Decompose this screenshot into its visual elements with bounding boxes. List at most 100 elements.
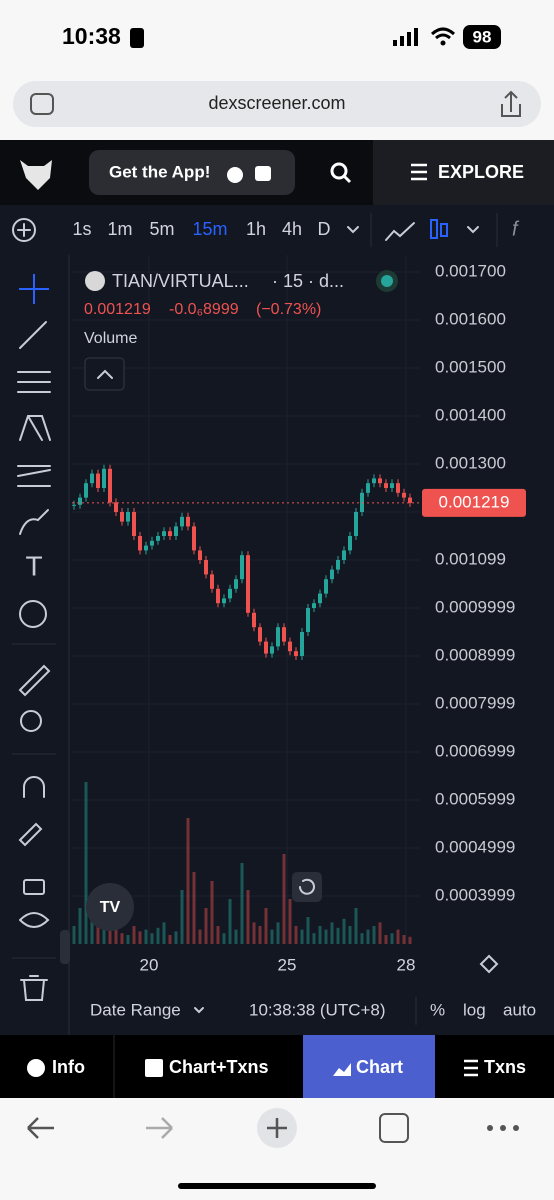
log-toggle[interactable]: log (463, 1000, 486, 1019)
volume-bar (354, 908, 358, 944)
lens-icon[interactable] (30, 93, 54, 115)
visibility-tool[interactable] (19, 912, 50, 928)
zoom-tool[interactable] (20, 710, 42, 732)
search-icon[interactable] (330, 162, 348, 180)
y-tick-label: 0.001300 (435, 453, 506, 472)
back-button[interactable] (27, 1117, 54, 1139)
volume-bar (228, 899, 232, 944)
signal (393, 28, 418, 46)
collapse-button[interactable] (84, 357, 125, 391)
candle (342, 550, 346, 560)
lock-draw-tool[interactable] (18, 822, 43, 847)
volume-bar (384, 935, 388, 944)
price: 0.001219 (84, 301, 151, 318)
crosshair-tool[interactable] (19, 274, 49, 304)
auto-toggle[interactable]: auto (503, 1000, 536, 1019)
fx-icon[interactable]: f (512, 218, 520, 240)
price-tag (422, 488, 526, 517)
volume-bar (156, 927, 160, 944)
emoji-tool[interactable] (19, 600, 47, 628)
interval[interactable]: 1m (107, 219, 132, 239)
candle (228, 588, 232, 599)
add-indicator[interactable] (12, 218, 36, 242)
volume-bar (288, 899, 292, 944)
y-tick-label: 0.0003999 (435, 885, 515, 904)
line-type[interactable] (385, 222, 415, 241)
interval[interactable]: 1s (72, 219, 91, 239)
grid (72, 255, 420, 944)
text-tool[interactable]: T (25, 550, 42, 581)
candle (132, 512, 136, 536)
tab[interactable]: Chart+Txns (169, 1057, 269, 1077)
volume-bar (150, 933, 154, 944)
candle (186, 516, 190, 527)
reset-button[interactable] (292, 872, 322, 902)
magnet-tool[interactable] (23, 776, 45, 798)
candle (102, 468, 106, 488)
volume-bar (90, 917, 94, 944)
volume-bar (108, 929, 112, 944)
candle (114, 502, 118, 512)
forecast-tool[interactable] (17, 465, 51, 487)
candle (306, 608, 310, 632)
candle (174, 526, 178, 536)
tab[interactable]: Info (52, 1057, 85, 1077)
interval[interactable]: 1h (246, 219, 266, 239)
y-tick-label: 0.001500 (435, 357, 506, 376)
candle (168, 531, 172, 536)
url-bar[interactable] (13, 81, 541, 127)
explore-button[interactable] (373, 140, 554, 205)
brush-tool[interactable] (19, 509, 49, 535)
info-icon (27, 1059, 45, 1077)
volume-bars (72, 782, 412, 944)
type-menu[interactable] (467, 226, 479, 234)
tabs-button[interactable] (379, 1113, 409, 1143)
volume-bar (408, 936, 412, 944)
x-tick-label: 25 (278, 955, 297, 974)
y-tick-label: 0.0009999 (435, 597, 515, 616)
get-app-button[interactable] (89, 150, 295, 195)
logo[interactable] (20, 160, 52, 190)
interval[interactable]: 5m (149, 219, 174, 239)
tab[interactable]: Txns (484, 1057, 526, 1077)
interval[interactable]: 15m (192, 219, 227, 239)
tv-logo[interactable] (86, 883, 134, 931)
volume-bar (174, 931, 178, 944)
candle (90, 473, 94, 484)
delete-tool[interactable] (20, 975, 48, 1001)
ruler-tool[interactable] (18, 664, 51, 697)
status-time: 10:38 (62, 23, 121, 49)
volume-bar (360, 933, 364, 944)
y-tick-label: 0.0006999 (435, 741, 515, 760)
date-range-menu (194, 1007, 204, 1014)
interval[interactable]: D (318, 219, 331, 239)
interval-menu[interactable] (347, 226, 359, 234)
percent-toggle[interactable]: % (430, 1000, 445, 1019)
candle (366, 483, 370, 493)
candle-type[interactable] (430, 219, 438, 239)
more-button[interactable] (487, 1125, 519, 1131)
pattern-tool[interactable] (19, 415, 51, 441)
candle (222, 598, 226, 604)
sidebar-handle[interactable] (60, 930, 70, 964)
lock-tool[interactable] (23, 879, 45, 895)
candle (162, 531, 166, 536)
candle (402, 492, 406, 498)
fib-tool[interactable] (17, 371, 51, 393)
interval[interactable]: 4h (282, 219, 302, 239)
share-icon[interactable] (501, 90, 521, 117)
candle (396, 483, 400, 493)
candle (288, 641, 292, 652)
forward-button[interactable] (146, 1117, 173, 1139)
trendline-tool[interactable] (19, 321, 47, 349)
price-tag-text: 0.001219 (439, 492, 510, 511)
drawing-tools: T (12, 274, 56, 1001)
candle (264, 641, 268, 654)
settings-icon[interactable] (479, 954, 499, 974)
candle (138, 536, 142, 551)
candle (330, 569, 334, 580)
date-range[interactable]: Date Range (90, 1000, 181, 1019)
tab[interactable]: Chart (356, 1057, 403, 1077)
volume-bar (366, 929, 370, 944)
